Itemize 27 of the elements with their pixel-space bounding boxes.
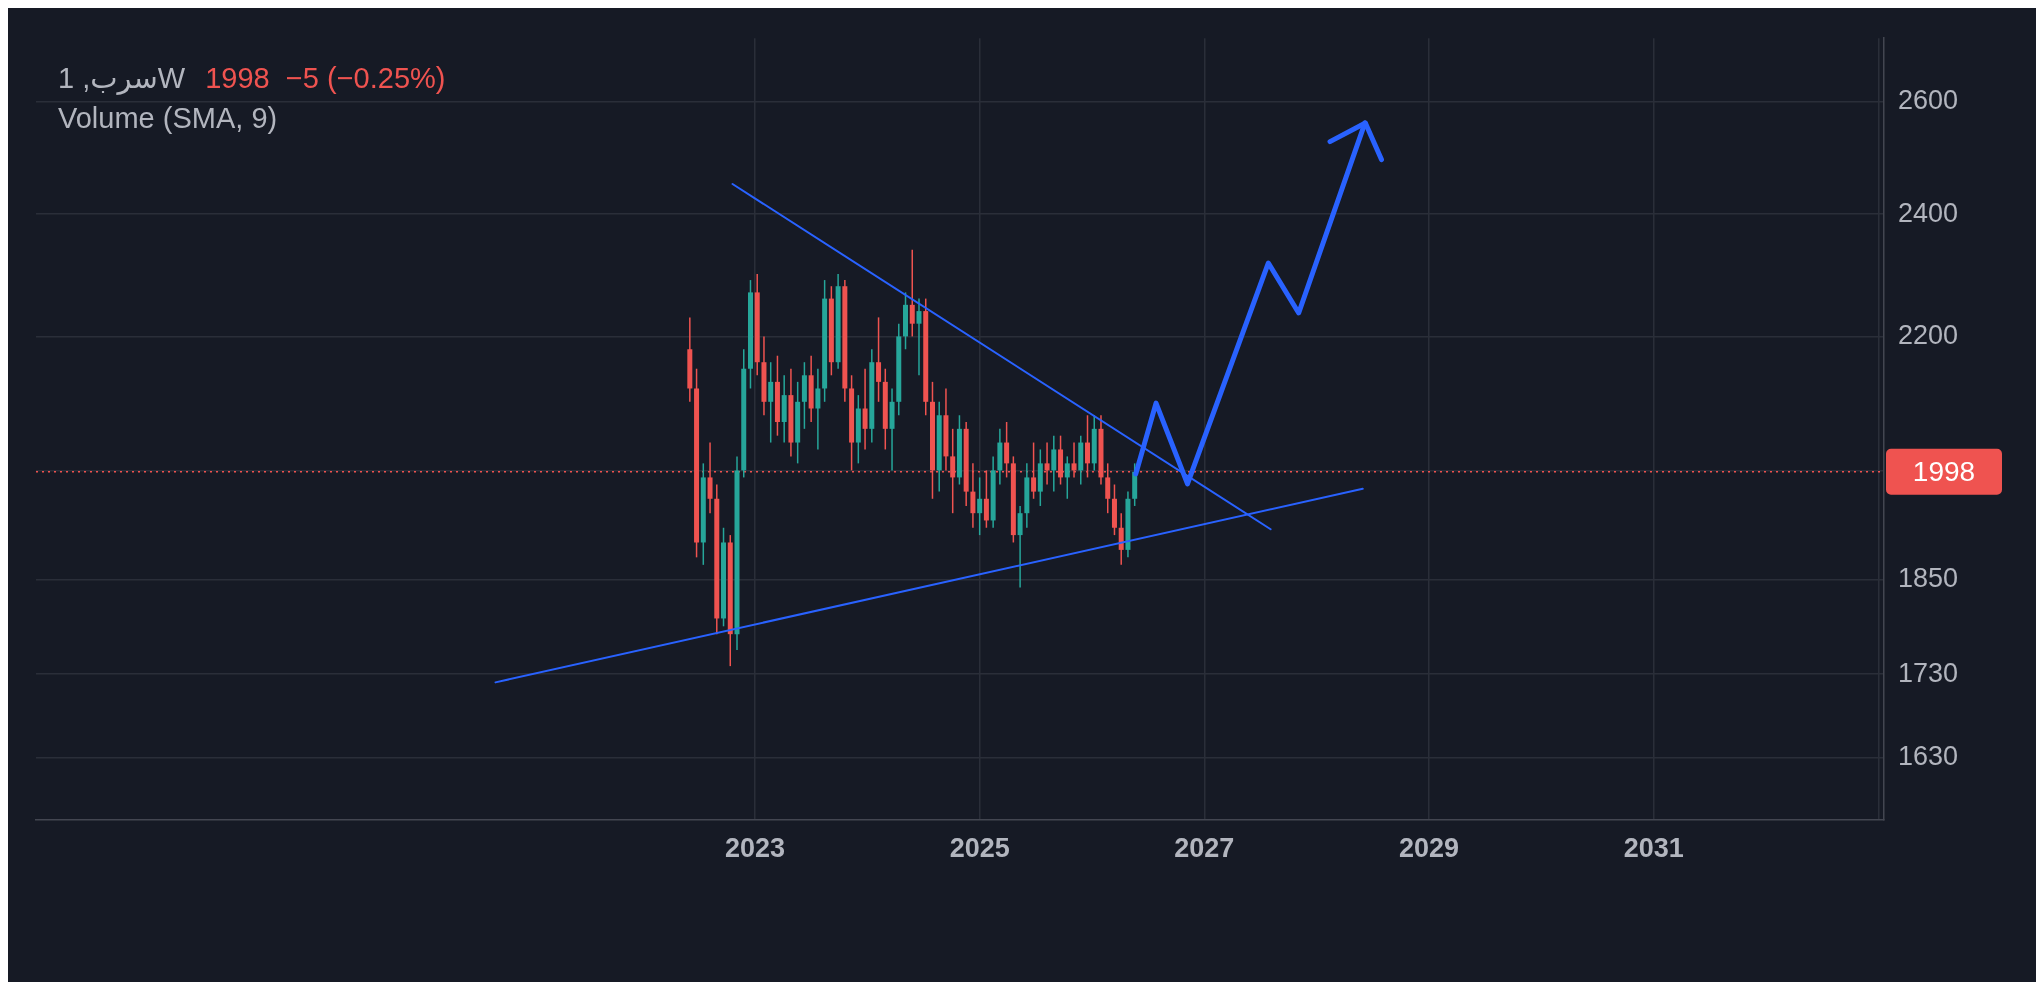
text: 1998 −5 (−0.25%) <box>205 62 446 94</box>
ref-line-label: 1998 <box>1912 455 1976 487</box>
text: سرب, 1W <box>58 62 186 94</box>
candlestick <box>909 248 915 338</box>
y-tick-label: 2200 <box>1898 319 1959 350</box>
y-tick-label: 2400 <box>1898 197 1959 228</box>
candlestick <box>815 367 821 451</box>
y-tick-label: 2600 <box>1898 85 1959 116</box>
y-tick-label: 1630 <box>1898 741 1959 772</box>
candlestick <box>862 367 868 451</box>
candlestick <box>768 361 774 444</box>
x-tick-label: 2027 <box>1174 833 1235 864</box>
candlestick <box>977 476 983 536</box>
x-tick-label: 2031 <box>1623 833 1684 864</box>
candlestick <box>916 297 922 377</box>
candlestick <box>876 316 882 403</box>
y-tick-label: 1730 <box>1898 657 1959 688</box>
x-tick-label: 2023 <box>724 833 786 864</box>
candlestick <box>1064 455 1070 500</box>
annotation: Volume (SMA, 9) <box>58 101 279 136</box>
candlestick <box>1118 512 1124 566</box>
candlestick <box>970 462 976 529</box>
x-tick-label: 2029 <box>1398 833 1460 864</box>
x-tick-label: 2025 <box>949 833 1010 864</box>
y-tick-label: 1850 <box>1898 563 1959 594</box>
candlestick <box>1017 505 1023 589</box>
candlestick <box>1051 434 1057 493</box>
